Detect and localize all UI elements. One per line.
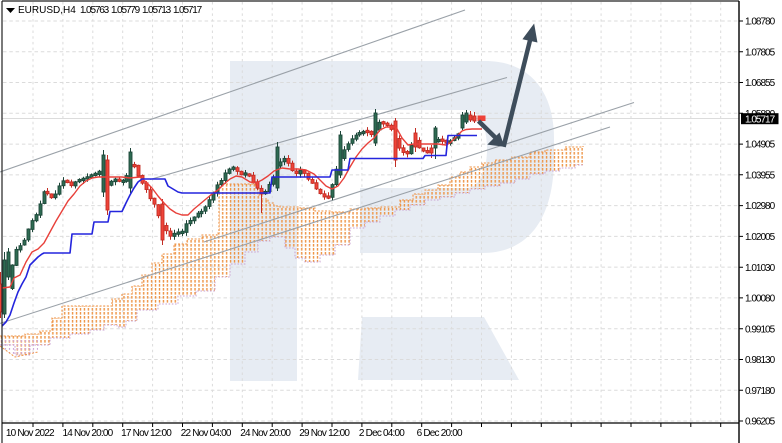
- svg-text:0.98130: 0.98130: [745, 355, 776, 366]
- svg-text:1.07805: 1.07805: [745, 47, 776, 58]
- svg-text:29 Nov 12:00: 29 Nov 12:00: [299, 428, 350, 439]
- svg-text:6 Dec 20:00: 6 Dec 20:00: [417, 428, 463, 439]
- svg-text:17 Nov 12:00: 17 Nov 12:00: [121, 428, 172, 439]
- svg-text:14 Nov 20:00: 14 Nov 20:00: [63, 428, 114, 439]
- svg-text:1.08780: 1.08780: [745, 17, 776, 28]
- svg-text:0.97180: 0.97180: [745, 386, 776, 397]
- svg-text:10 Nov 2022: 10 Nov 2022: [6, 428, 55, 439]
- svg-text:1.00080: 1.00080: [745, 294, 776, 305]
- svg-text:24 Nov 20:00: 24 Nov 20:00: [240, 428, 291, 439]
- svg-text:1.03955: 1.03955: [745, 170, 776, 181]
- svg-text:22 Nov 04:00: 22 Nov 04:00: [181, 428, 232, 439]
- svg-text:2 Dec 04:00: 2 Dec 04:00: [359, 428, 405, 439]
- svg-text:0.99105: 0.99105: [745, 324, 776, 335]
- svg-text:1.05717: 1.05717: [745, 115, 776, 126]
- svg-text:1.05713: 1.05713: [142, 5, 172, 16]
- svg-text:1.06855: 1.06855: [745, 78, 776, 89]
- svg-text:1.02980: 1.02980: [745, 201, 776, 212]
- svg-text:1.04905: 1.04905: [745, 140, 776, 151]
- svg-text:1.05717: 1.05717: [173, 5, 203, 16]
- svg-text:0.96205: 0.96205: [745, 417, 776, 428]
- svg-text:1.02005: 1.02005: [745, 232, 776, 243]
- svg-text:EURUSD,H4: EURUSD,H4: [18, 5, 76, 16]
- svg-text:1.05763: 1.05763: [80, 5, 110, 16]
- svg-text:1.05779: 1.05779: [111, 5, 141, 16]
- svg-text:1.01030: 1.01030: [745, 263, 776, 274]
